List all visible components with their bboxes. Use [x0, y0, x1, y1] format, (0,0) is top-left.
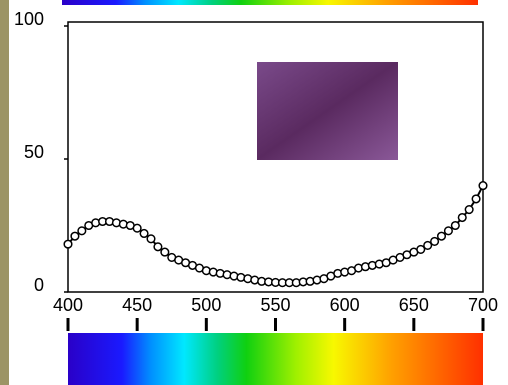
data-point: [153, 242, 163, 252]
y-tick-label: 50: [24, 142, 44, 162]
plot: 0 50 100 400 450 500 550 600 650 700: [14, 9, 498, 331]
data-point: [443, 226, 453, 236]
data-point: [464, 204, 474, 215]
data-point: [416, 244, 426, 254]
data-point: [423, 240, 433, 250]
data-point: [471, 194, 481, 204]
data-point: [450, 220, 460, 231]
x-tick-label: 450: [122, 295, 152, 315]
data-line: [67, 185, 484, 284]
top-spectrum: [62, 0, 478, 5]
data-point: [70, 231, 80, 241]
data-point: [457, 212, 467, 223]
bottom-spectrum: [68, 333, 483, 385]
x-tick-label: 600: [330, 295, 360, 315]
plot-frame: [67, 21, 484, 293]
x-tick-label: 550: [260, 295, 290, 315]
x-tick-label: 700: [468, 295, 498, 315]
sample-photo: [257, 62, 398, 160]
data-point: [63, 239, 73, 249]
x-tick-label: 500: [191, 295, 221, 315]
data-point: [436, 231, 447, 241]
data-point: [139, 228, 149, 239]
x-tick-label: 400: [53, 295, 83, 315]
y-tick-label: 100: [14, 9, 44, 29]
data-point: [132, 223, 142, 233]
side-strip: [0, 0, 9, 385]
y-tick-label: 0: [34, 275, 44, 295]
data-point: [478, 181, 488, 191]
data-point: [77, 226, 87, 236]
data-point: [160, 247, 170, 257]
data-point: [146, 234, 156, 244]
x-tick-label: 650: [399, 295, 429, 315]
data-point: [430, 236, 440, 247]
